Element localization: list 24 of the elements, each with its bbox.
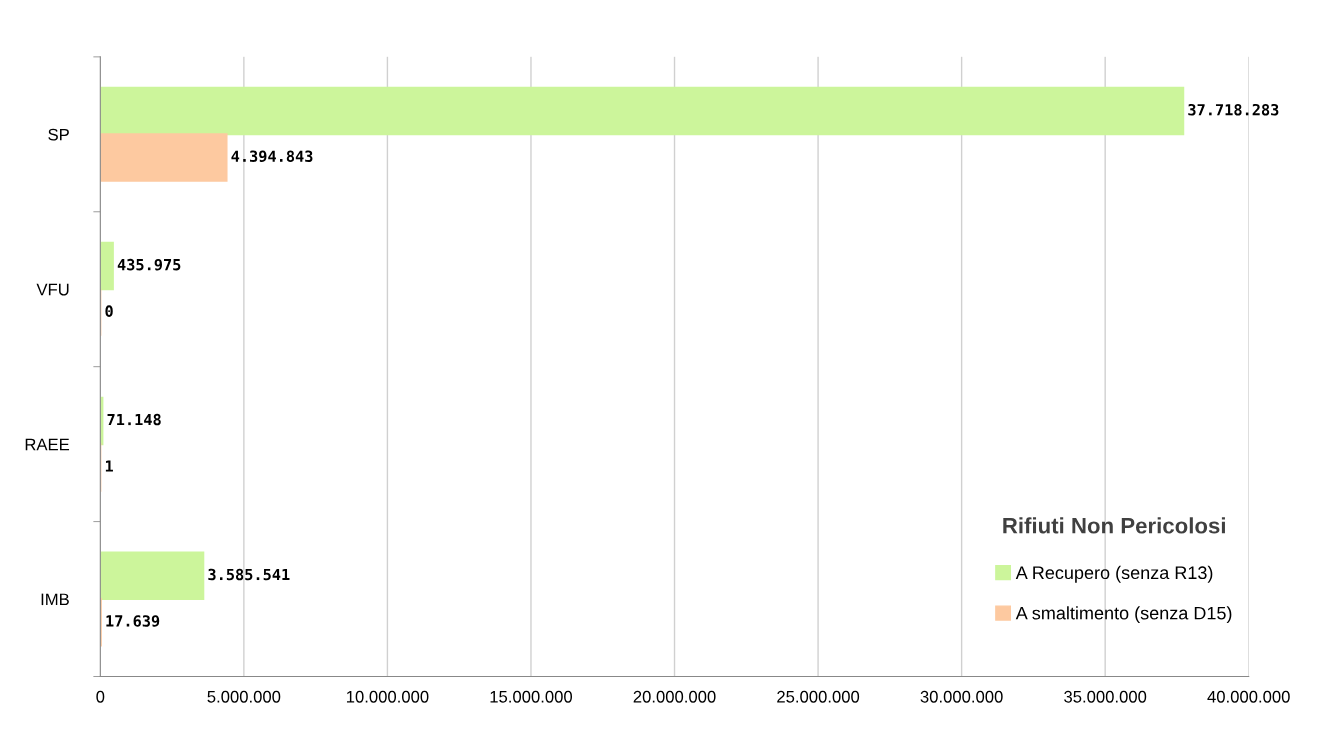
x-tick-label: 25.000.000 [777, 690, 860, 703]
data-label: 17.639 [106, 615, 160, 627]
x-tick-label: 35.000.000 [1064, 690, 1147, 703]
x-tick-label: 30.000.000 [920, 690, 1003, 703]
data-label: 4.394.843 [231, 150, 313, 163]
legend-label: A smaltimento (senza D15) [1015, 606, 1232, 624]
data-label: 3.585.541 [208, 568, 290, 581]
x-tick-label: 10.000.000 [346, 690, 429, 703]
data-label: 71.148 [107, 413, 161, 426]
y-tick-label: RAEE [25, 438, 70, 451]
y-tick-label: VFU [36, 283, 69, 296]
legend-label: A Recupero (senza R13) [1015, 565, 1213, 583]
x-tick-label: 0 [96, 690, 105, 703]
x-tick-label: 15.000.000 [490, 690, 573, 703]
data-label: 37.718.283 [1188, 103, 1279, 116]
data-label: 435.975 [117, 258, 181, 271]
x-tick-label: 5.000.000 [207, 690, 281, 703]
y-tick-label: IMB [41, 593, 69, 606]
data-label: 1 [105, 460, 113, 472]
data-label: 0 [105, 305, 113, 317]
legend-title: Rifiuti Non Pericolosi [1003, 517, 1225, 534]
x-tick-label: 20.000.000 [633, 690, 716, 703]
y-tick-label: SP [48, 128, 69, 141]
x-tick-label: 40.000.000 [1207, 690, 1290, 703]
